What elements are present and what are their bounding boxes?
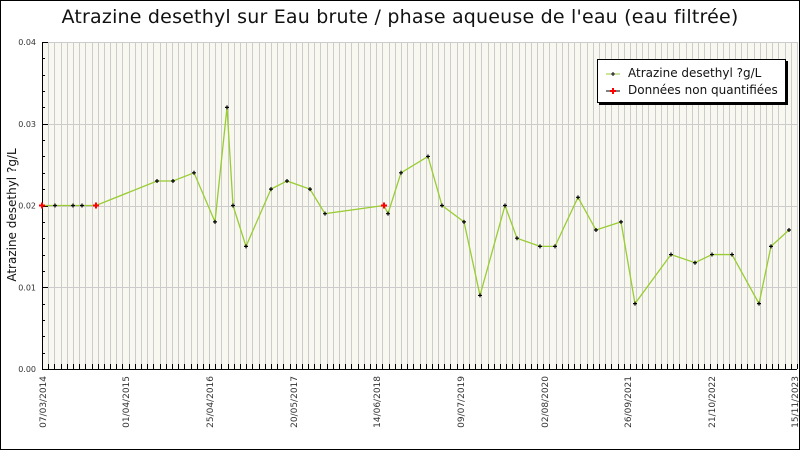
data-point-marker xyxy=(386,211,390,216)
data-point-marker xyxy=(171,178,175,183)
x-tick-label: 07/03/2014 xyxy=(39,376,49,428)
legend-item-non-quantified: Données non quantifiées xyxy=(606,82,778,98)
data-point-marker xyxy=(757,301,761,306)
data-point-marker xyxy=(594,228,598,233)
data-point-marker xyxy=(553,244,557,249)
y-tick-label: 0.03 xyxy=(18,120,36,129)
data-point-marker xyxy=(213,219,217,224)
data-point-marker xyxy=(225,105,229,110)
x-tick-label: 20/05/2017 xyxy=(290,376,300,428)
legend-label: Atrazine desethyl ?g/L xyxy=(628,66,762,80)
data-point-marker xyxy=(787,228,791,233)
data-point-marker xyxy=(53,203,57,208)
data-point-marker xyxy=(269,187,273,192)
data-point-marker xyxy=(80,203,84,208)
data-point-marker xyxy=(192,170,196,175)
x-tick-label: 21/10/2022 xyxy=(708,376,718,428)
data-point-marker xyxy=(71,203,75,208)
data-point-marker xyxy=(285,178,289,183)
y-tick-label: 0.01 xyxy=(18,283,36,292)
legend: Atrazine desethyl ?g/L Données non quant… xyxy=(597,59,786,103)
data-point-marker xyxy=(693,260,697,265)
data-point-marker xyxy=(503,203,507,208)
data-point-marker xyxy=(538,244,542,249)
non-quantified-marker xyxy=(381,202,387,209)
data-point-marker xyxy=(478,293,482,298)
x-tick-labels: 07/03/2014 01/04/2015 25/04/2016 20/05/2017… xyxy=(39,376,800,428)
data-point-marker xyxy=(244,244,248,249)
data-point-marker xyxy=(308,187,312,192)
y-tick-labels: 0.00 0.01 0.02 0.03 0.04 xyxy=(18,38,36,374)
x-tick-label: 15/11/2023 xyxy=(791,376,800,428)
x-tick-label: 02/08/2020 xyxy=(541,376,551,428)
data-point-marker xyxy=(440,203,444,208)
x-tick-label: 14/06/2018 xyxy=(373,376,383,428)
data-point-marker xyxy=(730,252,734,257)
x-tick-label: 26/09/2021 xyxy=(624,376,634,428)
chart-title: Atrazine desethyl sur Eau brute / phase … xyxy=(61,6,739,28)
non-quantified-marker xyxy=(39,202,45,209)
y-tick-label: 0.04 xyxy=(18,38,36,47)
legend-item-measured: Atrazine desethyl ?g/L xyxy=(606,65,761,81)
legend-label: Données non quantifiées xyxy=(628,83,778,97)
legend-line-marker-icon xyxy=(606,68,620,78)
data-series xyxy=(39,105,791,306)
y-tick-label: 0.00 xyxy=(18,365,36,374)
data-point-marker xyxy=(323,211,327,216)
x-tick-label: 01/04/2015 xyxy=(122,376,132,428)
non-quantified-marker xyxy=(93,202,99,209)
data-point-marker xyxy=(576,195,580,200)
data-point-marker xyxy=(619,219,623,224)
data-point-marker xyxy=(515,236,519,241)
data-point-marker xyxy=(426,154,430,159)
data-point-marker xyxy=(669,252,673,257)
data-point-marker xyxy=(769,244,773,249)
data-point-marker xyxy=(462,219,466,224)
legend-red-marker-icon xyxy=(606,85,620,95)
data-point-marker xyxy=(155,178,159,183)
vertical-gridlines xyxy=(48,42,798,369)
data-point-marker xyxy=(633,301,637,306)
data-point-marker xyxy=(399,170,403,175)
x-tick-label: 25/04/2016 xyxy=(206,376,216,428)
x-tick-label: 09/07/2019 xyxy=(457,376,467,428)
y-tick-label: 0.02 xyxy=(18,202,36,211)
data-point-marker xyxy=(231,203,235,208)
data-point-marker xyxy=(710,252,714,257)
series-line xyxy=(42,107,790,306)
